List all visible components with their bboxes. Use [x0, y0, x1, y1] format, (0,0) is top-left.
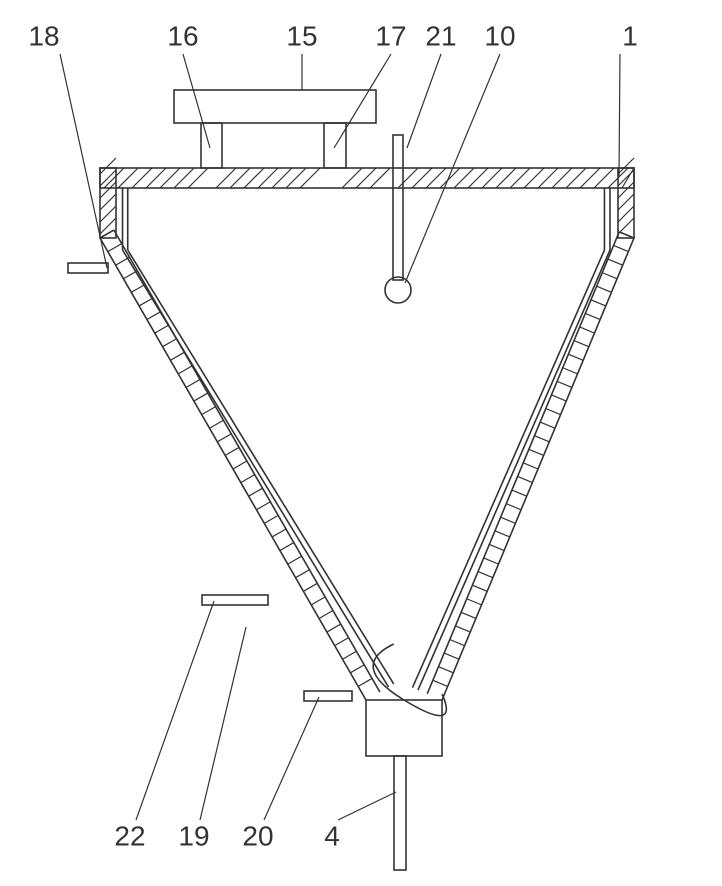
label-19: 19: [178, 820, 209, 851]
label-20: 20: [242, 820, 273, 851]
label-17: 17: [375, 20, 406, 51]
label-1: 1: [622, 20, 638, 51]
label-16: 16: [167, 20, 198, 51]
label-15: 15: [286, 20, 317, 51]
label-4: 4: [324, 820, 340, 851]
label-21: 21: [425, 20, 456, 51]
label-22: 22: [114, 820, 145, 851]
label-18: 18: [28, 20, 59, 51]
label-10: 10: [484, 20, 515, 51]
